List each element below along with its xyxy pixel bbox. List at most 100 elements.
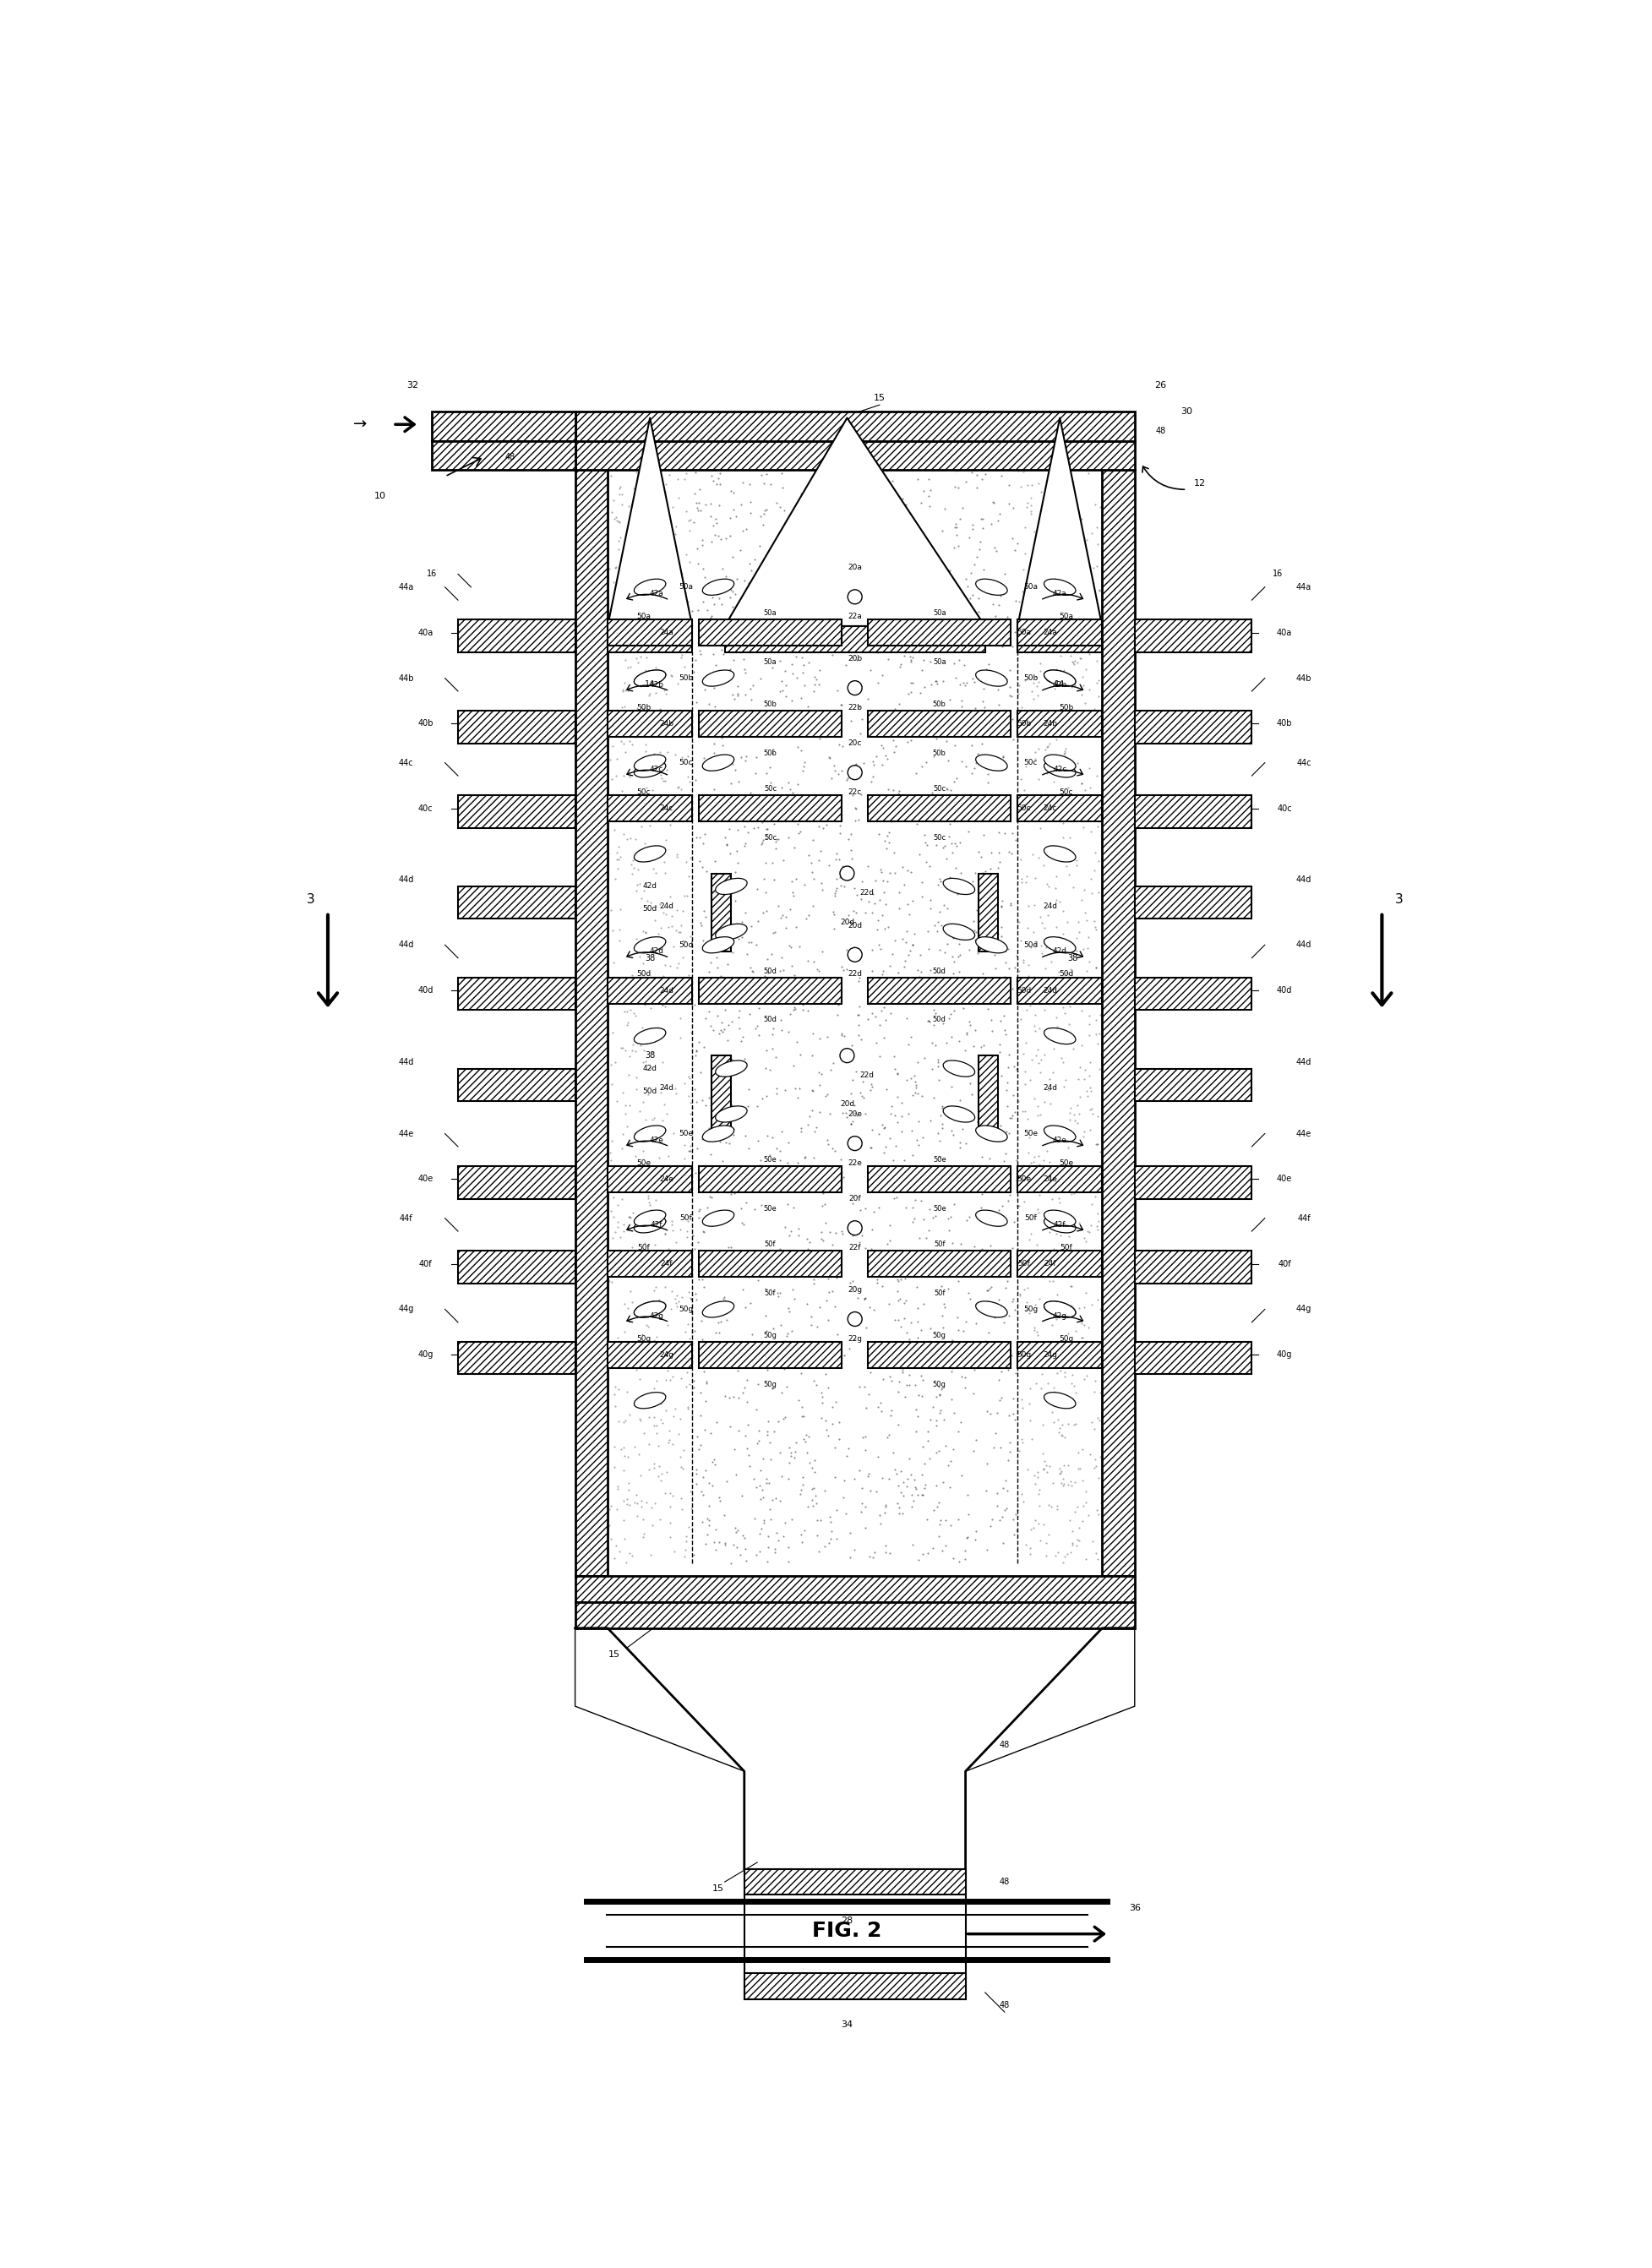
Text: 20a: 20a [847, 565, 862, 572]
Text: FIG. 2: FIG. 2 [811, 1921, 882, 1941]
Text: 50c: 50c [1016, 805, 1031, 812]
Text: 50a: 50a [932, 658, 945, 667]
Text: 24d: 24d [659, 987, 672, 993]
Circle shape [847, 948, 862, 962]
Bar [867, 1343, 1011, 1368]
Text: 30: 30 [1180, 408, 1193, 415]
Bar [575, 1576, 1133, 1601]
Bar [743, 1973, 965, 1998]
Bar [699, 1250, 841, 1277]
Text: 44d: 44d [1295, 1057, 1312, 1066]
Bar [1018, 626, 1102, 653]
Text: →: → [354, 417, 367, 433]
Text: 50a: 50a [679, 583, 692, 592]
Text: 50c: 50c [1059, 789, 1072, 796]
Text: 22b: 22b [847, 703, 862, 712]
Text: 50a: 50a [1023, 583, 1037, 592]
Bar [724, 626, 985, 653]
Ellipse shape [975, 755, 1006, 771]
Text: 50g: 50g [763, 1381, 776, 1388]
Text: 48: 48 [504, 454, 515, 460]
Bar [978, 873, 998, 953]
Ellipse shape [943, 878, 975, 894]
Text: 50a: 50a [636, 612, 651, 619]
Ellipse shape [975, 578, 1006, 594]
Ellipse shape [1044, 1125, 1075, 1141]
Text: 20d: 20d [839, 1100, 854, 1109]
Text: 36: 36 [1128, 1903, 1140, 1912]
Bar [1102, 469, 1133, 1576]
Ellipse shape [715, 878, 747, 894]
Ellipse shape [943, 1061, 975, 1077]
Text: 42e: 42e [649, 1136, 662, 1143]
Text: 50f: 50f [1018, 1261, 1029, 1268]
Text: 24c: 24c [659, 805, 672, 812]
Bar [431, 440, 575, 469]
Text: 50e: 50e [763, 1157, 776, 1163]
Bar [699, 1166, 841, 1193]
Text: 40f: 40f [1277, 1259, 1290, 1268]
Text: 50f: 50f [933, 1288, 945, 1297]
Text: 44g: 44g [1295, 1304, 1312, 1313]
Text: 24d: 24d [1042, 987, 1057, 993]
Bar [699, 796, 841, 821]
Ellipse shape [943, 1107, 975, 1123]
Text: 50c: 50c [636, 789, 651, 796]
Text: 50c: 50c [1023, 760, 1037, 767]
Text: 50b: 50b [677, 674, 692, 683]
Text: 50e: 50e [1059, 1159, 1074, 1166]
Ellipse shape [702, 937, 733, 953]
Bar [608, 710, 692, 737]
Bar [1018, 1166, 1102, 1193]
Bar [712, 1055, 730, 1134]
Ellipse shape [634, 1027, 666, 1043]
Ellipse shape [975, 1302, 1006, 1318]
Text: 50c: 50c [933, 835, 945, 841]
Bar [608, 1343, 692, 1368]
Text: 50f: 50f [1059, 1243, 1072, 1252]
Text: 50d: 50d [763, 1016, 776, 1023]
Text: 40f: 40f [418, 1259, 431, 1268]
Bar [699, 1343, 841, 1368]
Text: 28: 28 [841, 1916, 852, 1926]
Ellipse shape [634, 1302, 666, 1318]
Text: 22a: 22a [847, 612, 862, 619]
Bar [458, 1343, 575, 1374]
Bar [699, 978, 841, 1002]
Text: 50d: 50d [1059, 971, 1074, 978]
Bar [743, 1869, 965, 1998]
Ellipse shape [1044, 669, 1075, 687]
Bar [1133, 887, 1251, 919]
Text: 44d: 44d [1295, 941, 1312, 950]
Bar [1133, 1068, 1251, 1100]
Text: 26: 26 [1155, 381, 1166, 390]
Text: 20b: 20b [847, 655, 862, 662]
Text: 50b: 50b [636, 703, 651, 712]
Ellipse shape [1044, 1216, 1075, 1234]
Text: 50g: 50g [932, 1381, 945, 1388]
Bar [608, 626, 692, 653]
Text: 50c: 50c [763, 835, 776, 841]
Text: 24f: 24f [659, 1261, 672, 1268]
Bar [743, 1869, 965, 1894]
Text: 50f: 50f [765, 1241, 775, 1247]
Text: 42d: 42d [649, 948, 664, 955]
Text: 44d: 44d [398, 941, 413, 950]
Text: 24e: 24e [659, 1175, 672, 1184]
Text: 44a: 44a [398, 583, 413, 592]
Text: 50f: 50f [933, 1241, 945, 1247]
Text: 3: 3 [307, 894, 314, 905]
Text: 40a: 40a [1275, 628, 1292, 637]
Text: 50c: 50c [679, 760, 692, 767]
Ellipse shape [975, 937, 1006, 953]
Text: 40b: 40b [418, 719, 433, 728]
Text: 40d: 40d [418, 987, 433, 996]
Text: 40a: 40a [418, 628, 433, 637]
Ellipse shape [702, 755, 733, 771]
Text: 22e: 22e [847, 1159, 862, 1166]
Bar [867, 1166, 1011, 1193]
Ellipse shape [1044, 1302, 1075, 1318]
Bar [608, 978, 692, 1002]
Text: 50f: 50f [679, 1213, 692, 1222]
Bar [1018, 619, 1102, 646]
